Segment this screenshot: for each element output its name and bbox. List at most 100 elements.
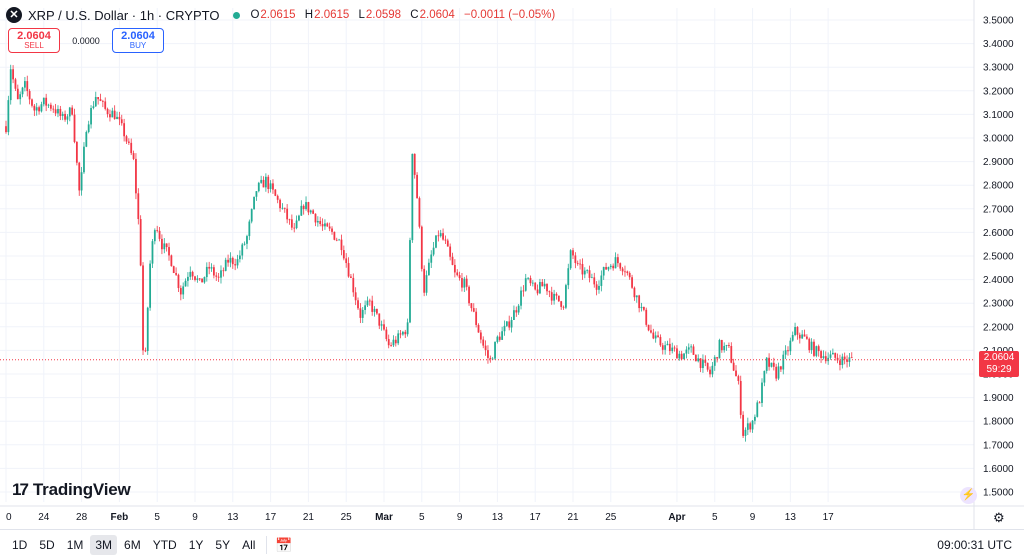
candle-body	[841, 356, 844, 365]
y-tick-label: 2.4000	[983, 275, 1014, 286]
candle	[588, 265, 591, 283]
candle	[824, 351, 827, 364]
candle-body	[262, 179, 265, 188]
candle-body	[264, 176, 267, 188]
candle-body	[342, 250, 345, 259]
candle	[581, 258, 584, 280]
x-tick-label: 9	[750, 512, 756, 523]
candle	[300, 200, 303, 216]
candle	[293, 223, 296, 233]
candle	[475, 308, 478, 328]
candle	[399, 330, 402, 339]
candle-body	[758, 402, 761, 404]
candle	[179, 285, 182, 301]
time-axis[interactable]: 0 24 28 Feb 5 9 13 17 21 25 Mar 5 9 13 17 21 25 Apr 5 9 13 17	[0, 505, 1024, 523]
range-all[interactable]: All	[242, 538, 256, 552]
candle-body	[609, 265, 612, 268]
candle-body	[168, 247, 170, 256]
candle-body	[706, 362, 709, 370]
candle-body	[548, 291, 551, 293]
clock[interactable]: 09:00:31 UTC	[937, 538, 1012, 552]
candle-body	[142, 265, 144, 351]
candle-body	[413, 153, 416, 175]
candle-body	[253, 196, 255, 210]
last-price-value: 2.0604	[983, 352, 1015, 363]
candle-body	[57, 108, 59, 114]
candle	[791, 331, 794, 342]
candle	[75, 141, 78, 166]
range-6m[interactable]: 6M	[124, 538, 141, 552]
candle	[57, 105, 59, 118]
candle	[560, 300, 563, 310]
candle-body	[354, 292, 357, 301]
candle-body	[222, 270, 225, 272]
calendar-icon[interactable]: 📅	[275, 536, 293, 553]
candle	[666, 340, 669, 346]
candle-body	[676, 348, 678, 359]
candle	[822, 350, 825, 360]
candle	[158, 226, 161, 242]
candle	[307, 201, 310, 216]
candle	[621, 266, 624, 276]
candle	[49, 102, 52, 112]
candle-body	[385, 329, 388, 340]
gear-icon[interactable]: ⚙	[993, 510, 1005, 525]
candle-body	[477, 324, 480, 333]
close-value: 2.0604	[419, 9, 455, 21]
candle	[338, 238, 341, 241]
sell-button[interactable]: 2.0604 SELL	[8, 28, 60, 53]
candle-body	[472, 308, 475, 312]
candlestick-chart[interactable]: 3.5000 3.4000 3.3000 3.2000 3.1000 3.0000 2.90…	[0, 0, 1024, 529]
range-1y[interactable]: 1Y	[188, 538, 204, 552]
candle	[14, 77, 17, 91]
candle	[47, 103, 50, 109]
candle	[685, 346, 688, 359]
range-1m[interactable]: 1M	[66, 538, 84, 552]
candle-body	[80, 172, 83, 191]
buy-button[interactable]: 2.0604 BUY	[112, 28, 164, 53]
range-1d[interactable]: 1D	[12, 538, 28, 552]
candle-body	[482, 339, 485, 346]
candle	[841, 353, 844, 369]
lightning-icon[interactable]: ⚡	[960, 487, 977, 504]
range-5d[interactable]: 5D	[39, 538, 55, 552]
candle	[416, 172, 418, 199]
candle	[132, 150, 135, 161]
candle	[529, 275, 532, 286]
price-axis[interactable]: 3.5000 3.4000 3.3000 3.2000 3.1000 3.0000 2.90…	[973, 0, 1014, 529]
y-tick-label: 1.6000	[983, 464, 1014, 475]
candle-body	[588, 270, 591, 278]
range-3m[interactable]: 3M	[90, 535, 118, 555]
candle	[87, 120, 90, 134]
candle	[85, 130, 88, 148]
candle-body	[418, 198, 421, 227]
candle	[168, 242, 170, 261]
candle	[501, 326, 504, 340]
candle	[331, 226, 333, 235]
candle-body	[73, 114, 76, 142]
candle	[61, 111, 64, 121]
candle	[165, 243, 168, 252]
candle	[437, 230, 440, 242]
low-value: 2.0598	[365, 9, 402, 21]
candle-body	[300, 205, 303, 216]
range-5y[interactable]: 5Y	[215, 538, 231, 552]
candle-body	[132, 153, 135, 159]
candle	[772, 357, 775, 371]
candle-body	[775, 366, 778, 379]
candle-body	[352, 277, 355, 293]
candle	[673, 345, 676, 352]
candle-body	[671, 347, 674, 352]
candle-body	[600, 275, 603, 286]
tradingview-logo[interactable]: 17 TradingView	[12, 480, 131, 500]
candle-body	[756, 402, 759, 417]
candle-body	[513, 310, 515, 320]
candle	[130, 138, 133, 156]
x-tick-label: Mar	[375, 512, 393, 523]
candle	[9, 64, 12, 105]
candle	[68, 106, 71, 122]
candle	[149, 260, 152, 311]
symbol-title[interactable]: XRP / U.S. Dollar · 1h · CRYPTO	[28, 7, 220, 23]
range-ytd[interactable]: YTD	[152, 538, 177, 552]
candle-body	[184, 280, 187, 287]
